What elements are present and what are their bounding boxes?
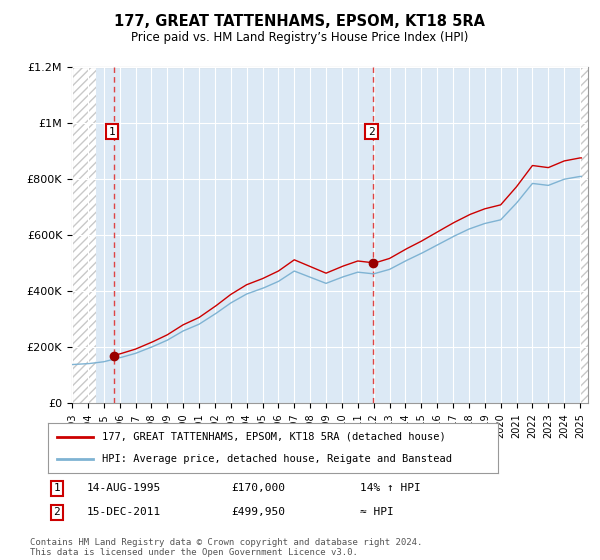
Text: 14-AUG-1995: 14-AUG-1995 [87,483,161,493]
Text: HPI: Average price, detached house, Reigate and Banstead: HPI: Average price, detached house, Reig… [102,454,452,464]
Text: Contains HM Land Registry data © Crown copyright and database right 2024.
This d: Contains HM Land Registry data © Crown c… [30,538,422,557]
Text: 15-DEC-2011: 15-DEC-2011 [87,507,161,517]
Text: 1: 1 [109,127,115,137]
Text: 177, GREAT TATTENHAMS, EPSOM, KT18 5RA (detached house): 177, GREAT TATTENHAMS, EPSOM, KT18 5RA (… [102,432,446,442]
Text: £499,950: £499,950 [231,507,285,517]
Bar [72,67,96,403]
Bar [580,67,588,403]
Text: 14% ↑ HPI: 14% ↑ HPI [360,483,421,493]
Text: ≈ HPI: ≈ HPI [360,507,394,517]
Text: 177, GREAT TATTENHAMS, EPSOM, KT18 5RA: 177, GREAT TATTENHAMS, EPSOM, KT18 5RA [115,14,485,29]
Text: 1: 1 [53,483,61,493]
Text: 2: 2 [368,127,375,137]
Text: 2: 2 [53,507,61,517]
Text: £170,000: £170,000 [231,483,285,493]
Text: Price paid vs. HM Land Registry’s House Price Index (HPI): Price paid vs. HM Land Registry’s House … [131,31,469,44]
